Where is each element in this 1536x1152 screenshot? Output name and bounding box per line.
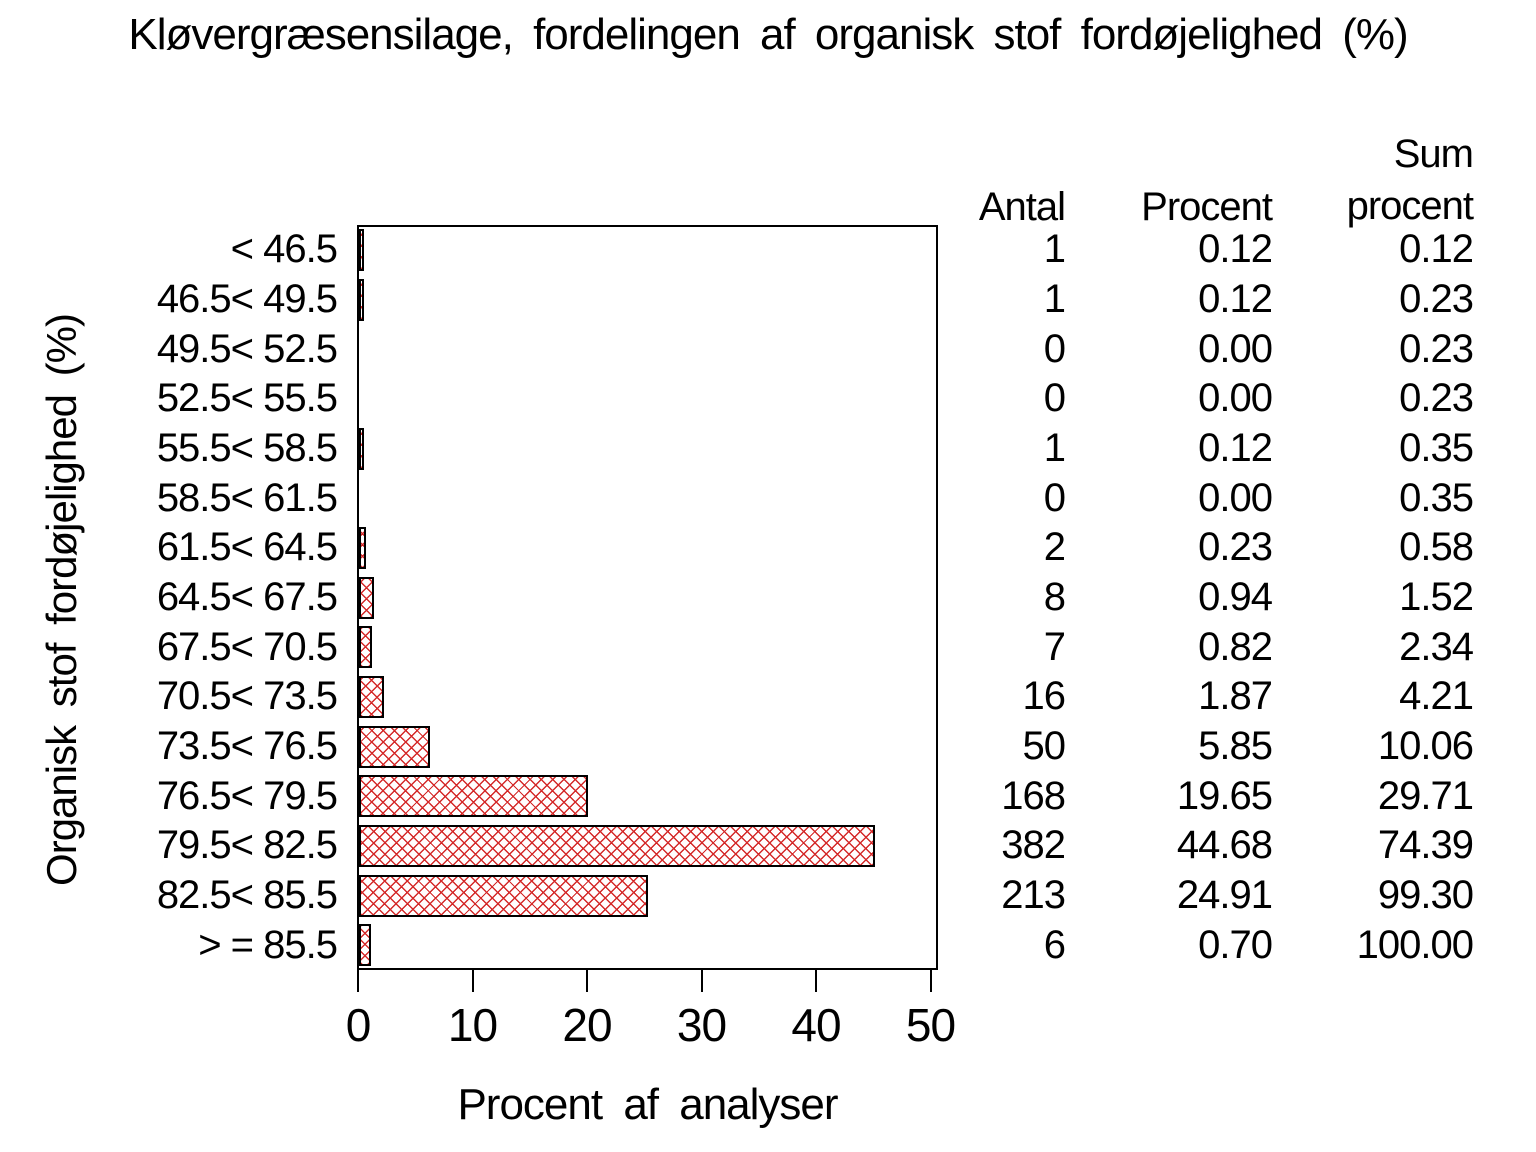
antal-value: 213 — [1001, 872, 1066, 917]
procent-value: 5.85 — [1198, 723, 1273, 768]
x-tick-label: 40 — [791, 999, 841, 1051]
x-tick — [471, 970, 474, 992]
sum-procent-value: 1.52 — [1399, 574, 1474, 619]
x-tick — [586, 970, 588, 992]
column-header-sum-procent: Sum procent — [1295, 128, 1474, 232]
category-label: 79.5< 82.5 — [156, 823, 338, 868]
antal-value: 0 — [1043, 326, 1066, 371]
column-header-sum-line2: procent — [1346, 184, 1474, 228]
procent-value: 19.65 — [1176, 773, 1273, 818]
category-label: 46.5< 49.5 — [156, 276, 338, 321]
sum-procent-value: 0.23 — [1399, 326, 1474, 371]
category-label: 76.5< 79.5 — [156, 773, 338, 818]
sum-procent-value: 0.58 — [1399, 525, 1474, 570]
antal-value: 0 — [1043, 376, 1066, 421]
x-tick — [357, 970, 359, 992]
x-tick — [815, 970, 817, 992]
chart-title: Kløvergræsensilage, fordelingen af organ… — [128, 10, 1408, 59]
column-header-procent: Procent — [1141, 185, 1273, 229]
bar — [359, 924, 371, 967]
antal-value: 1 — [1043, 425, 1066, 470]
x-tick-label: 0 — [345, 999, 372, 1051]
category-label: 73.5< 76.5 — [156, 723, 338, 768]
column-header-sum-line1: Sum — [1393, 132, 1474, 176]
antal-value: 16 — [1022, 674, 1067, 719]
x-axis-label: Procent af analyser — [457, 1080, 838, 1129]
bar — [359, 675, 385, 718]
category-label: 82.5< 85.5 — [156, 872, 338, 917]
column-header-antal: Antal — [978, 185, 1066, 229]
antal-value: 0 — [1043, 475, 1066, 520]
category-label: 49.5< 52.5 — [156, 326, 338, 371]
x-tick — [929, 970, 932, 992]
bar — [359, 576, 374, 619]
sum-procent-value: 99.30 — [1377, 872, 1474, 917]
category-label: 64.5< 67.5 — [156, 574, 338, 619]
procent-value: 0.12 — [1198, 276, 1273, 321]
bar — [359, 775, 588, 818]
category-label: 70.5< 73.5 — [156, 674, 338, 719]
category-label: < 46.5 — [230, 227, 338, 272]
bar — [359, 824, 875, 867]
x-tick-label: 30 — [676, 999, 727, 1051]
category-label: 58.5< 61.5 — [156, 475, 338, 520]
antal-value: 1 — [1043, 276, 1066, 321]
category-label: > = 85.5 — [198, 922, 338, 967]
procent-value: 0.12 — [1198, 227, 1273, 272]
x-tick-label: 50 — [905, 999, 956, 1051]
procent-value: 44.68 — [1176, 823, 1273, 868]
sum-procent-value: 74.39 — [1377, 823, 1474, 868]
category-label: 67.5< 70.5 — [156, 624, 338, 669]
x-tick — [700, 970, 703, 992]
bar — [359, 278, 365, 321]
procent-value: 0.70 — [1198, 922, 1273, 967]
category-label: 55.5< 58.5 — [156, 425, 338, 470]
bar — [359, 725, 430, 768]
bar — [359, 626, 373, 669]
antal-value: 8 — [1043, 574, 1066, 619]
procent-value: 0.00 — [1198, 376, 1273, 421]
sum-procent-value: 0.35 — [1399, 475, 1474, 520]
procent-value: 0.94 — [1198, 574, 1273, 619]
sum-procent-value: 2.34 — [1399, 624, 1474, 669]
antal-value: 168 — [1001, 773, 1066, 818]
procent-value: 24.91 — [1176, 872, 1273, 917]
bar — [359, 874, 649, 917]
procent-value: 0.82 — [1198, 624, 1273, 669]
antal-value: 2 — [1043, 525, 1066, 570]
plot-area — [357, 225, 938, 970]
antal-value: 1 — [1043, 227, 1066, 272]
category-label: 61.5< 64.5 — [156, 525, 338, 570]
bar — [359, 427, 365, 470]
antal-value: 7 — [1043, 624, 1066, 669]
x-tick-label: 20 — [562, 999, 612, 1051]
sum-procent-value: 0.23 — [1399, 376, 1474, 421]
procent-value: 0.00 — [1198, 475, 1273, 520]
sum-procent-value: 100.00 — [1356, 922, 1474, 967]
bar — [359, 526, 366, 569]
procent-value: 1.87 — [1198, 674, 1273, 719]
sum-procent-value: 29.71 — [1377, 773, 1474, 818]
sum-procent-value: 0.12 — [1399, 227, 1474, 272]
procent-value: 0.12 — [1198, 425, 1273, 470]
antal-value: 50 — [1022, 723, 1067, 768]
sum-procent-value: 0.23 — [1399, 276, 1474, 321]
antal-value: 382 — [1001, 823, 1066, 868]
x-tick-label: 10 — [447, 999, 498, 1051]
category-label: 52.5< 55.5 — [156, 376, 338, 421]
sum-procent-value: 10.06 — [1377, 723, 1474, 768]
antal-value: 6 — [1043, 922, 1066, 967]
sum-procent-value: 0.35 — [1399, 425, 1474, 470]
procent-value: 0.23 — [1198, 525, 1273, 570]
bar — [359, 228, 365, 271]
sum-procent-value: 4.21 — [1399, 674, 1474, 719]
procent-value: 0.00 — [1198, 326, 1273, 371]
